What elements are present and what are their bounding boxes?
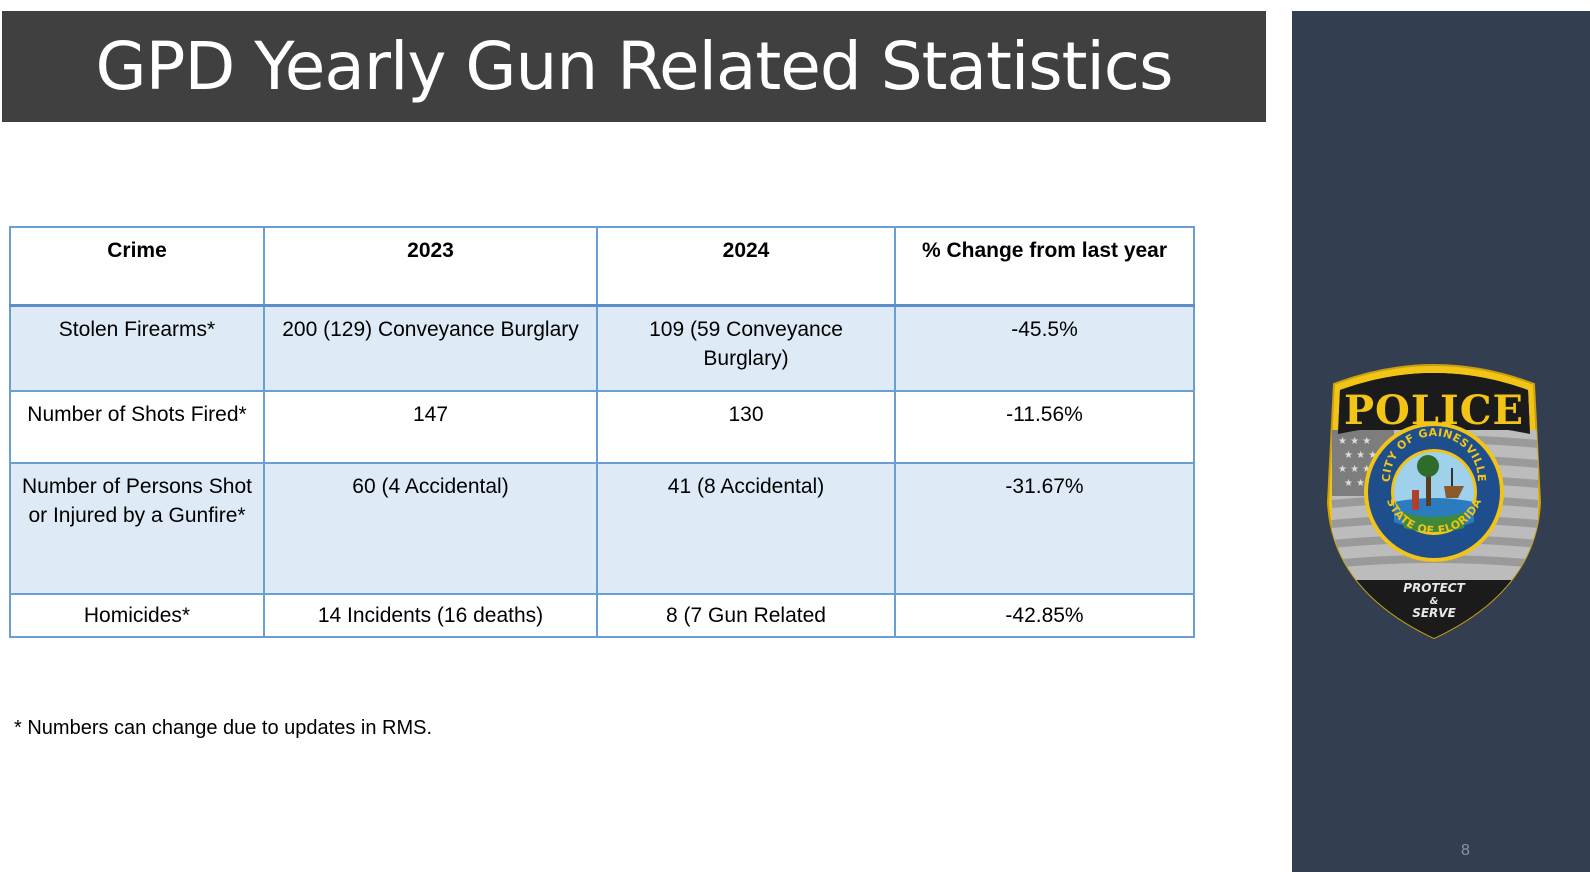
svg-text:★ ★ ★: ★ ★ ★	[1344, 478, 1377, 489]
cell-2024: 8 (7 Gun Related	[596, 593, 896, 638]
cell-percent-change: -45.5%	[894, 304, 1195, 392]
cell-crime: Number of Shots Fired*	[9, 390, 265, 464]
slide-title: GPD Yearly Gun Related Statistics	[95, 27, 1174, 105]
cell-percent-change: -11.56%	[894, 390, 1195, 464]
badge-motto-and: &	[1430, 596, 1439, 607]
slide-number: 8	[1461, 842, 1470, 859]
badge-motto-serve: SERVE	[1412, 606, 1456, 620]
police-badge-logo: ★ ★ ★ ★ ★ ★ ★ ★ ★ ★ ★ ★ POLICE CITY OF G…	[1326, 364, 1542, 640]
cell-2024: 109 (59 Conveyance Burglary)	[596, 304, 896, 392]
table-row: Homicides* 14 Incidents (16 deaths) 8 (7…	[9, 593, 1195, 638]
cell-2023: 147	[263, 390, 598, 464]
column-header-2024: 2024	[596, 226, 896, 307]
cell-percent-change: -31.67%	[894, 462, 1195, 595]
badge-motto-protect: PROTECT	[1403, 581, 1465, 595]
column-header-percent-change: % Change from last year	[894, 226, 1195, 307]
table-header-row: Crime 2023 2024 % Change from last year	[9, 226, 1195, 307]
table-row: Stolen Firearms* 200 (129) Conveyance Bu…	[9, 304, 1195, 392]
title-bar: GPD Yearly Gun Related Statistics	[2, 11, 1266, 122]
cell-crime: Number of Persons Shot or Injured by a G…	[9, 462, 265, 595]
cell-2024: 41 (8 Accidental)	[596, 462, 896, 595]
footnote: * Numbers can change due to updates in R…	[14, 717, 433, 739]
table-row: Number of Persons Shot or Injured by a G…	[9, 462, 1195, 595]
cell-2023: 14 Incidents (16 deaths)	[263, 593, 598, 638]
gun-statistics-table: Crime 2023 2024 % Change from last year …	[9, 226, 1195, 638]
cell-percent-change: -42.85%	[894, 593, 1195, 638]
column-header-2023: 2023	[263, 226, 598, 307]
column-header-crime: Crime	[9, 226, 265, 307]
svg-text:★ ★ ★: ★ ★ ★	[1338, 464, 1371, 475]
cell-2023: 60 (4 Accidental)	[263, 462, 598, 595]
cell-crime: Homicides*	[9, 593, 265, 638]
svg-text:★ ★ ★: ★ ★ ★	[1344, 450, 1377, 461]
cell-2023: 200 (129) Conveyance Burglary	[263, 304, 598, 392]
svg-text:★ ★ ★: ★ ★ ★	[1338, 436, 1371, 447]
table-row: Number of Shots Fired* 147 130 -11.56%	[9, 390, 1195, 464]
cell-crime: Stolen Firearms*	[9, 304, 265, 392]
cell-2024: 130	[596, 390, 896, 464]
